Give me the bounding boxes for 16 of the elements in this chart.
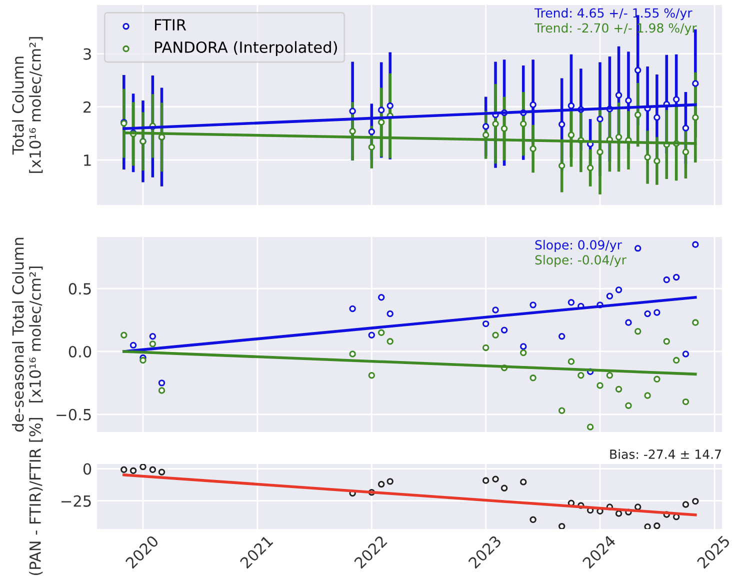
y-tick-label: 0.5 [68, 283, 91, 295]
y-tick-label: 0.0 [68, 346, 92, 358]
y-axis-title: Total Column [x10¹⁶ molec/cm²] [12, 37, 43, 173]
y-tick-label: 1 [84, 154, 91, 166]
legend-label: PANDORA (Interpolated) [155, 41, 337, 56]
y-tick-label: 0 [83, 463, 92, 475]
y-axis-title: (PAN - FTIR)/FTIR [%] [29, 418, 43, 576]
y-tick-label: 2 [84, 101, 91, 113]
y-tick-label: −0.5 [56, 408, 91, 420]
legend-label: FTIR [155, 19, 186, 30]
annotation: Trend: 4.65 +/- 1.55 %/yr [534, 8, 692, 20]
annotation: Slope: -0.04/yr [535, 254, 626, 268]
y-tick-label: 3 [84, 48, 91, 60]
text: Bias: -27.4 ± 14.7 [610, 449, 721, 459]
annotation: Slope: 0.09/yr [535, 240, 622, 252]
y-tick-label: −25 [62, 495, 91, 507]
